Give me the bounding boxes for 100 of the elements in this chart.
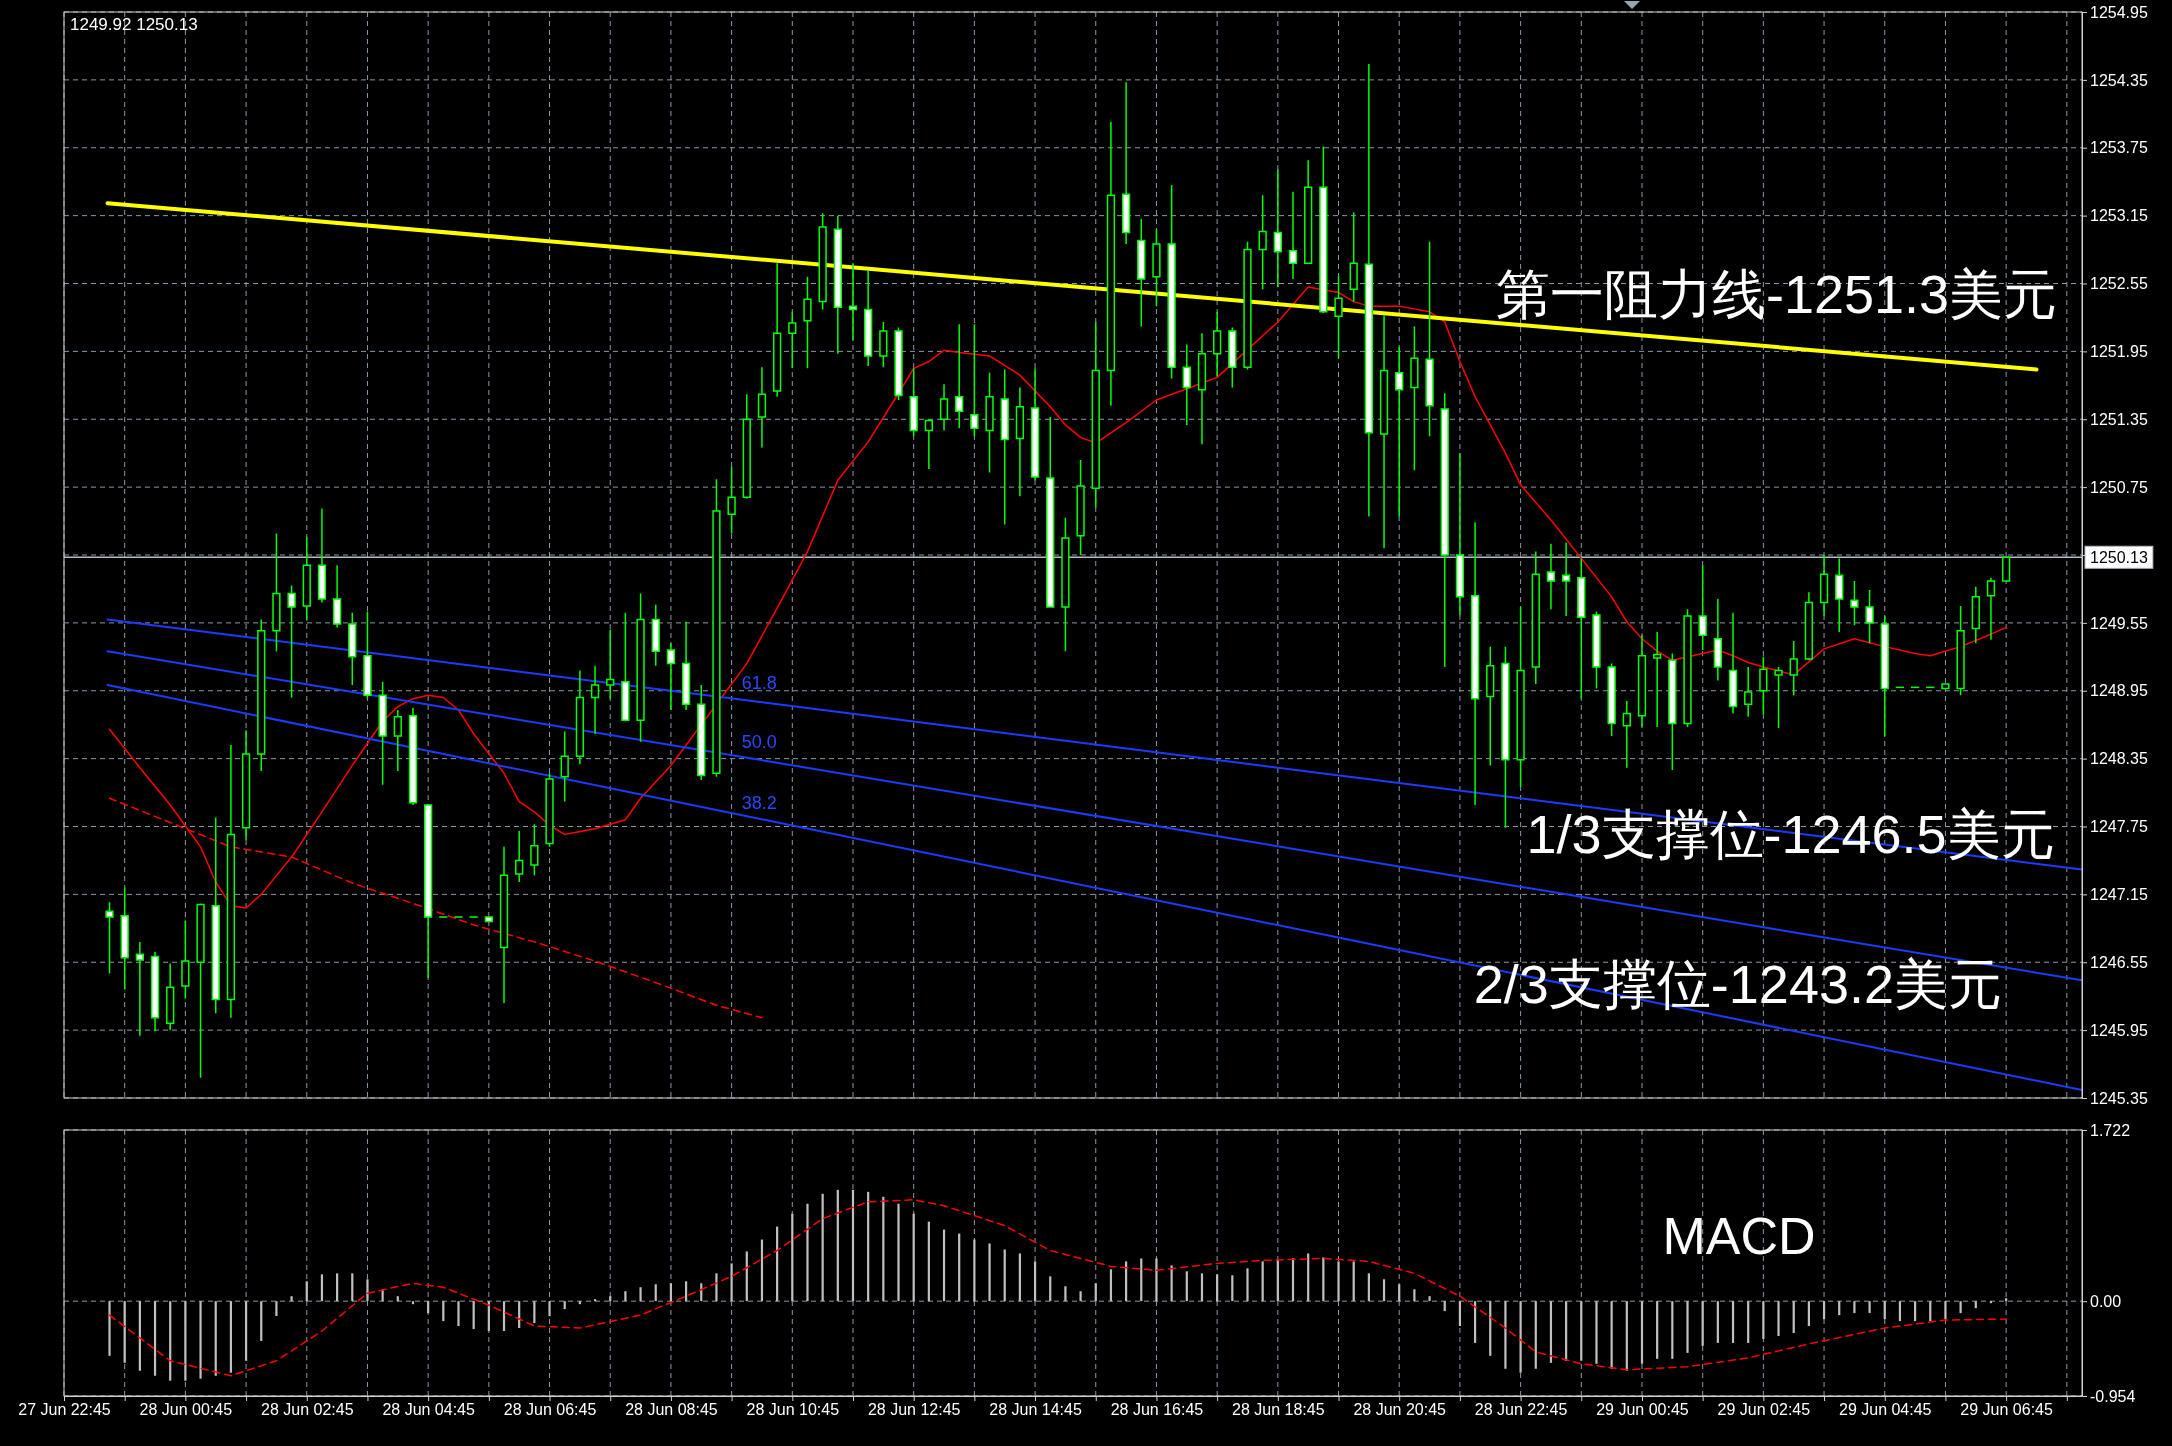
candlestick: [681, 620, 691, 711]
annotation: 38.2: [741, 792, 777, 813]
bar: [942, 1229, 946, 1302]
candlestick: [1850, 580, 1859, 626]
candlestick: [1470, 521, 1480, 806]
ref-line-label: 1250.13: [2090, 548, 2148, 566]
bar: [1489, 1301, 1492, 1356]
y-tick-label: 1254.95: [2090, 3, 2148, 21]
y-tick-label: 1253.15: [2090, 207, 2148, 225]
bar: [1413, 1289, 1416, 1302]
candlestick: [1607, 662, 1616, 737]
candlestick: [181, 919, 190, 1000]
bar: [927, 1221, 930, 1302]
candlestick: [970, 323, 979, 437]
candlestick: [1956, 605, 1965, 697]
candlestick: [560, 730, 569, 803]
candlestick: [1835, 557, 1844, 633]
candlestick: [590, 665, 600, 735]
candlestick: [257, 618, 266, 772]
candlestick: [120, 886, 129, 991]
candlestick: [1258, 194, 1267, 290]
candlestick: [955, 323, 964, 430]
candlestick: [727, 466, 736, 535]
bar: [275, 1301, 278, 1317]
candlestick: [1486, 645, 1495, 767]
x-tick-label: 29 Jun 04:45: [1838, 1401, 1932, 1419]
bar: [108, 1301, 111, 1356]
candlestick: [606, 628, 615, 700]
candlestick: [1971, 585, 1980, 644]
candlestick: [1622, 700, 1631, 769]
candlestick: [241, 729, 251, 841]
candlestick: [1774, 666, 1783, 729]
candlestick: [1819, 554, 1829, 617]
bar: [1185, 1271, 1188, 1302]
bar: [1883, 1301, 1886, 1320]
bar: [1216, 1274, 1219, 1302]
candlestick: [1015, 386, 1025, 497]
candlestick: [1030, 367, 1040, 482]
bar: [1792, 1301, 1795, 1333]
candlestick: [1546, 542, 1556, 611]
candlestick: [621, 611, 630, 723]
candlestick: [1744, 666, 1753, 718]
x-tick-label: 29 Jun 02:45: [1717, 1401, 1811, 1419]
x-tick-label: 28 Jun 00:45: [139, 1401, 233, 1419]
candlestick: [2001, 556, 2011, 582]
bar: [351, 1273, 354, 1302]
candlestick: [1288, 191, 1298, 280]
y-tick-label: 1250.75: [2090, 478, 2148, 496]
bar: [1625, 1301, 1628, 1371]
bar: [199, 1301, 202, 1379]
bar: [912, 1213, 915, 1302]
bar: [320, 1274, 324, 1302]
candlestick: [378, 680, 387, 786]
bar: [1959, 1301, 1962, 1314]
candlestick: [757, 366, 767, 449]
bar: [1762, 1301, 1765, 1339]
candlestick: [985, 372, 994, 474]
candlestick: [1637, 634, 1647, 728]
bar: [1580, 1301, 1583, 1361]
candlestick: [1455, 452, 1465, 616]
bar: [1337, 1261, 1340, 1302]
candlestick: [499, 846, 509, 1004]
bar: [1504, 1301, 1507, 1369]
y-tick-label: 0.00: [2090, 1292, 2122, 1310]
candlestick: [1349, 211, 1358, 303]
bar: [1261, 1261, 1264, 1302]
candlestick: [788, 311, 797, 370]
candlestick: [1395, 346, 1404, 518]
bar: [548, 1301, 551, 1317]
bar: [851, 1189, 855, 1302]
y-tick-label: 1248.35: [2090, 750, 2148, 768]
candlestick: [1425, 240, 1434, 437]
candlestick: [1531, 550, 1540, 685]
candlestick: [651, 604, 660, 667]
candlestick: [1668, 652, 1677, 771]
candlestick: [864, 269, 873, 367]
candlestick: [1379, 314, 1389, 549]
bar: [1246, 1268, 1249, 1302]
bar: [639, 1287, 642, 1302]
candlestick: [1865, 589, 1874, 644]
bar: [260, 1301, 263, 1341]
bar: [1807, 1301, 1810, 1327]
candlestick: [697, 684, 706, 781]
y-tick-label: 1251.95: [2090, 342, 2148, 360]
bar: [1367, 1273, 1370, 1302]
candlestick: [1713, 598, 1722, 682]
y-tick-label: 1247.75: [2090, 818, 2148, 836]
candlestick: [272, 532, 281, 652]
candlestick: [1577, 557, 1586, 700]
annotation: 1249.92 1250.13: [70, 14, 198, 34]
x-tick-label: 28 Jun 10:45: [746, 1401, 840, 1419]
bar: [669, 1283, 673, 1302]
candlestick: [1273, 168, 1282, 288]
bar: [1094, 1283, 1097, 1302]
candlestick: [909, 367, 918, 437]
bar: [1534, 1301, 1537, 1369]
candlestick: [1046, 416, 1055, 608]
candlestick: [1106, 120, 1116, 407]
bar: [1125, 1261, 1128, 1302]
candlestick: [150, 951, 160, 1033]
